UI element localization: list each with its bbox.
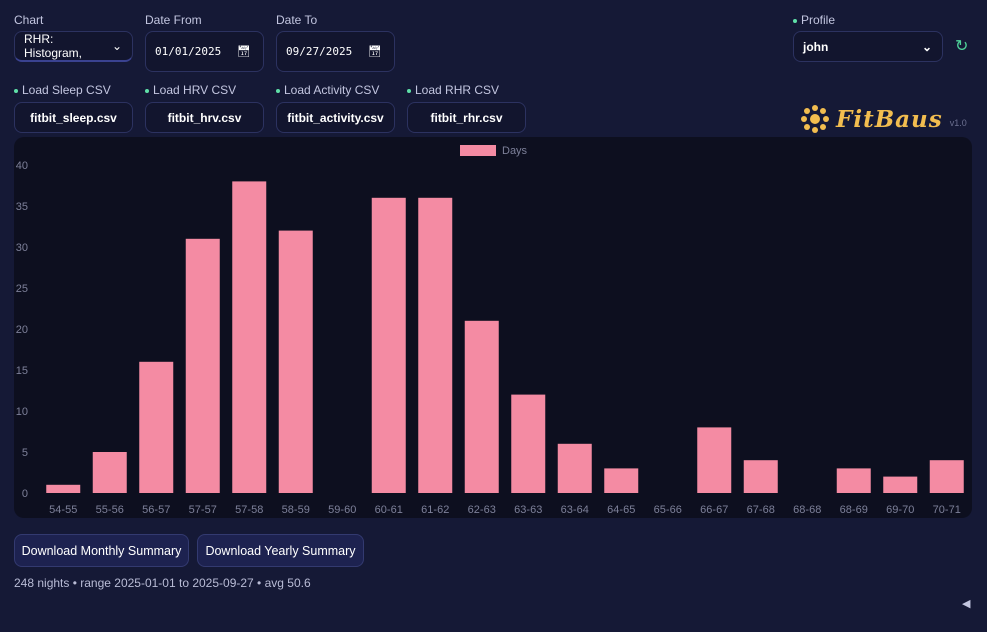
x-tick-label: 67-68 xyxy=(747,504,775,516)
date-from-value: 01/01/2025 xyxy=(155,45,222,58)
brand-name: FitBaus xyxy=(836,105,943,133)
profile-label: Profile xyxy=(793,13,835,27)
histogram-bar xyxy=(139,361,174,493)
logo-dots-icon xyxy=(801,105,829,133)
load-sleep-label: Load Sleep CSV xyxy=(14,83,111,97)
histogram-bar xyxy=(557,443,592,493)
histogram-bar xyxy=(604,468,639,493)
chart-select[interactable]: RHR: Histogram, ⌄ xyxy=(14,31,133,62)
date-from-label: Date From xyxy=(145,13,202,27)
histogram-bar xyxy=(929,460,964,493)
y-tick-label: 35 xyxy=(16,201,28,213)
brand-version: v1.0 xyxy=(949,118,967,128)
profile-value: john xyxy=(803,39,829,54)
profile-select[interactable]: john ⌄ xyxy=(793,31,943,62)
y-tick-label: 40 xyxy=(16,160,28,172)
x-tick-label: 54-55 xyxy=(49,504,77,516)
histogram-bar xyxy=(883,476,918,493)
x-tick-label: 63-64 xyxy=(561,504,589,516)
date-to-label: Date To xyxy=(276,13,318,27)
x-tick-label: 56-57 xyxy=(142,504,170,516)
refresh-icon[interactable]: ↻ xyxy=(955,38,969,55)
status-text: 248 nights • range 2025-01-01 to 2025-09… xyxy=(14,576,311,590)
histogram-bar xyxy=(371,197,406,494)
calendar-icon[interactable]: 📅︎ xyxy=(368,45,382,58)
load-hrv-label: Load HRV CSV xyxy=(145,83,236,97)
load-rhr-button[interactable]: fitbit_rhr.csv xyxy=(407,102,526,133)
x-tick-label: 55-56 xyxy=(96,504,124,516)
histogram-bar xyxy=(92,452,127,493)
chart-label: Chart xyxy=(14,13,44,27)
histogram-bar xyxy=(697,427,732,493)
download-monthly-button[interactable]: Download Monthly Summary xyxy=(14,534,189,567)
y-tick-label: 0 xyxy=(22,488,28,500)
x-tick-label: 70-71 xyxy=(933,504,961,516)
x-tick-label: 60-61 xyxy=(375,504,403,516)
x-tick-label: 68-68 xyxy=(793,504,821,516)
legend-swatch xyxy=(460,145,496,156)
load-hrv-button[interactable]: fitbit_hrv.csv xyxy=(145,102,264,133)
x-tick-label: 63-63 xyxy=(514,504,542,516)
x-tick-label: 62-63 xyxy=(468,504,496,516)
date-to-input[interactable]: 09/27/2025 📅︎ xyxy=(276,31,395,72)
x-tick-label: 64-65 xyxy=(607,504,635,516)
histogram-bar xyxy=(511,394,546,493)
histogram-bar xyxy=(278,230,313,493)
collapse-icon[interactable]: ◀ xyxy=(962,598,971,610)
chevron-down-icon: ⌄ xyxy=(921,39,932,54)
histogram-bar xyxy=(185,238,220,493)
x-tick-label: 69-70 xyxy=(886,504,914,516)
x-tick-label: 68-69 xyxy=(840,504,868,516)
histogram-bar xyxy=(46,484,81,493)
load-activity-button[interactable]: fitbit_activity.csv xyxy=(276,102,395,133)
load-rhr-label: Load RHR CSV xyxy=(407,83,499,97)
chart-select-value: RHR: Histogram, xyxy=(24,32,83,60)
brand-logo: FitBaus v1.0 xyxy=(800,104,967,134)
date-from-input[interactable]: 01/01/2025 📅︎ xyxy=(145,31,264,72)
x-tick-label: 57-57 xyxy=(189,504,217,516)
chevron-down-icon: ⌄ xyxy=(111,39,122,53)
histogram-bar xyxy=(836,468,871,493)
x-tick-label: 57-58 xyxy=(235,504,263,516)
load-sleep-button[interactable]: fitbit_sleep.csv xyxy=(14,102,133,133)
y-tick-label: 5 xyxy=(22,447,28,459)
chart-panel: Days 0 5 10 15 20 25 30 35 40 54-55 55-56 56-57 57-57… xyxy=(14,137,972,518)
y-tick-label: 30 xyxy=(16,242,28,254)
histogram-chart: Days 0 5 10 15 20 25 30 35 40 54-55 55-56 56-57 57-57… xyxy=(16,145,964,516)
calendar-icon[interactable]: 📅︎ xyxy=(237,45,251,58)
x-tick-label: 65-66 xyxy=(654,504,682,516)
histogram-bar xyxy=(743,460,778,493)
y-tick-label: 15 xyxy=(16,365,28,377)
y-tick-label: 25 xyxy=(16,283,28,295)
x-tick-label: 59-60 xyxy=(328,504,356,516)
histogram-bar xyxy=(464,320,499,493)
histogram-bar xyxy=(232,181,267,493)
histogram-bar xyxy=(418,197,453,494)
x-tick-label: 61-62 xyxy=(421,504,449,516)
date-to-value: 09/27/2025 xyxy=(286,45,353,58)
y-tick-label: 20 xyxy=(16,324,28,336)
download-yearly-button[interactable]: Download Yearly Summary xyxy=(197,534,364,567)
x-tick-label: 58-59 xyxy=(282,504,310,516)
x-tick-label: 66-67 xyxy=(700,504,728,516)
load-activity-label: Load Activity CSV xyxy=(276,83,379,97)
legend-label: Days xyxy=(502,145,528,157)
y-tick-label: 10 xyxy=(16,406,28,418)
